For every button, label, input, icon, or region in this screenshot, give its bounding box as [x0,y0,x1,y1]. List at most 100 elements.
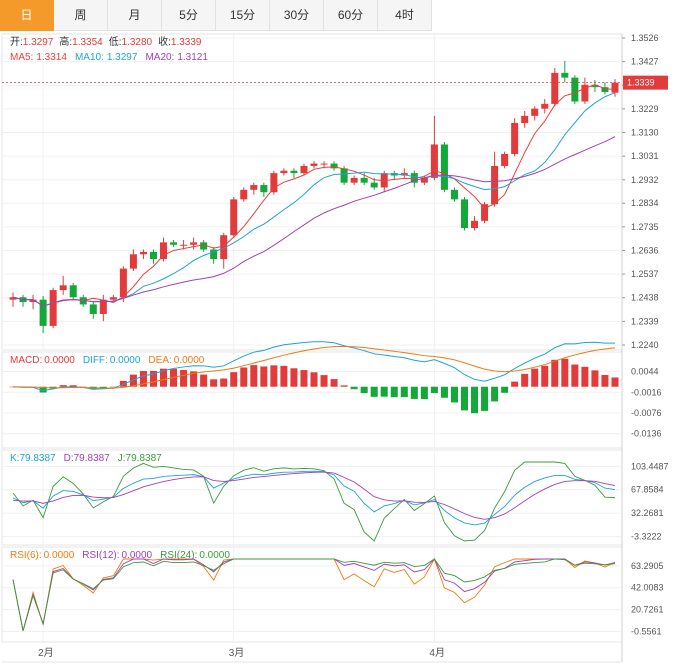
candle-body [481,204,489,221]
macd-bar [290,368,298,387]
candle-body [129,254,137,269]
tab-3[interactable]: 5分 [162,0,216,31]
candle-body [170,242,178,245]
macd-bar [99,386,107,389]
tab-4[interactable]: 15分 [216,0,270,31]
candle-body [571,77,579,102]
dea-value: 0.0000 [174,355,205,366]
rsi24-label: RSI(24): [160,550,197,561]
x-tick-label: 4月 [429,647,445,659]
macd-bar [190,371,198,387]
close-label: 收: [158,35,171,48]
tab-2[interactable]: 月 [108,0,162,31]
tab-5[interactable]: 30分 [270,0,324,31]
last-price-badge [623,75,668,90]
macd-bar [440,386,448,398]
rsi6-value: 0.0000 [44,550,75,561]
rsi-tick-label: 63.2905 [631,561,664,571]
candle-body [370,182,378,188]
candle-body [210,249,218,260]
macd-bar [581,366,589,387]
d-value: 79.8387 [74,453,111,464]
macd-bar [380,386,388,397]
high-value: 1.3354 [72,37,103,48]
price-tick-label: 1.2636 [631,245,659,255]
tab-1[interactable]: 周 [54,0,108,31]
price-tick-label: 1.2537 [631,269,659,279]
ma5-line [12,84,616,307]
macd-bar [511,381,519,387]
dea-label: DEA: [148,355,171,366]
macd-bar [460,386,469,411]
macd-bar [139,371,147,387]
j-label: J: [118,453,126,464]
macd-bar [119,380,127,387]
macd-bar [400,386,408,398]
tab-0[interactable]: 日 [0,0,54,31]
candle-body [310,163,318,166]
macd-bar [571,364,579,387]
candle-body [220,235,228,260]
price-tick-label: 1.3427 [631,57,659,67]
diff-value: 0.0000 [110,355,141,366]
k-value: 79.8387 [19,453,56,464]
candle-body [39,299,47,326]
candle-body [49,290,57,326]
candle-body [260,185,268,193]
macd-bar [370,386,378,397]
candle-body [200,242,208,250]
macd-bar [260,366,268,387]
macd-bar [310,372,318,387]
macd-bar [601,374,609,387]
candle-body [561,72,569,78]
macd-bar [39,386,47,393]
ma5-label: MA5: [10,52,33,63]
rsi-info: RSI(6): 0.0000 RSI(12): 0.0000 RSI(24): 0.000… [10,550,230,561]
d-label: D: [64,453,74,464]
candle-body [180,244,188,246]
macd-bar [270,365,278,387]
macd-bar [129,374,137,387]
macd-bar [200,374,208,387]
rsi6-label: RSI(6): [10,550,42,561]
candle-body [109,297,117,300]
candle-body [159,242,168,260]
macd-tick-label: -0.0016 [631,387,662,397]
price-tick-label: 1.3130 [631,128,659,138]
candle-body [471,220,479,229]
ma20-value: 1.3121 [177,52,208,63]
candle-body [330,163,338,169]
macd-bar [591,370,599,387]
candle-body [300,165,308,174]
macd-bar [109,386,117,388]
candle-body [230,199,238,236]
candle-body [340,168,348,183]
price-tick-label: 1.2932 [631,175,659,185]
candle-body [29,299,37,303]
candle-body [491,165,499,205]
tab-7[interactable]: 4时 [378,0,432,31]
macd-bar [280,365,288,387]
kdj-tick-label: 103.4487 [631,461,669,471]
x-tick-label: 2月 [38,647,54,659]
price-tick-label: 1.2735 [631,222,659,232]
macd-bar [69,385,77,387]
macd-tick-label: -0.0136 [631,429,662,439]
macd-bar [79,386,87,388]
ma10-value: 1.3297 [107,52,138,63]
price-tick-label: 1.3229 [631,104,659,114]
price-tick-label: 1.2240 [631,340,659,350]
price-info: 开:1.3297 高:1.3354 低:1.3280 收:1.3339 MA5: 1.3… [10,35,208,63]
j-value: 79.8387 [126,453,163,464]
candle-body [290,170,298,174]
candle-body [149,251,157,260]
macd-bar [350,386,358,390]
macd-value: 0.0000 [44,355,75,366]
tab-6[interactable]: 60分 [324,0,378,31]
macd-info: MACD: 0.0000 DIFF: 0.0000 DEA: 0.0000 [10,355,205,366]
ma5-value: 1.3314 [36,52,67,63]
candle-body [440,144,448,190]
